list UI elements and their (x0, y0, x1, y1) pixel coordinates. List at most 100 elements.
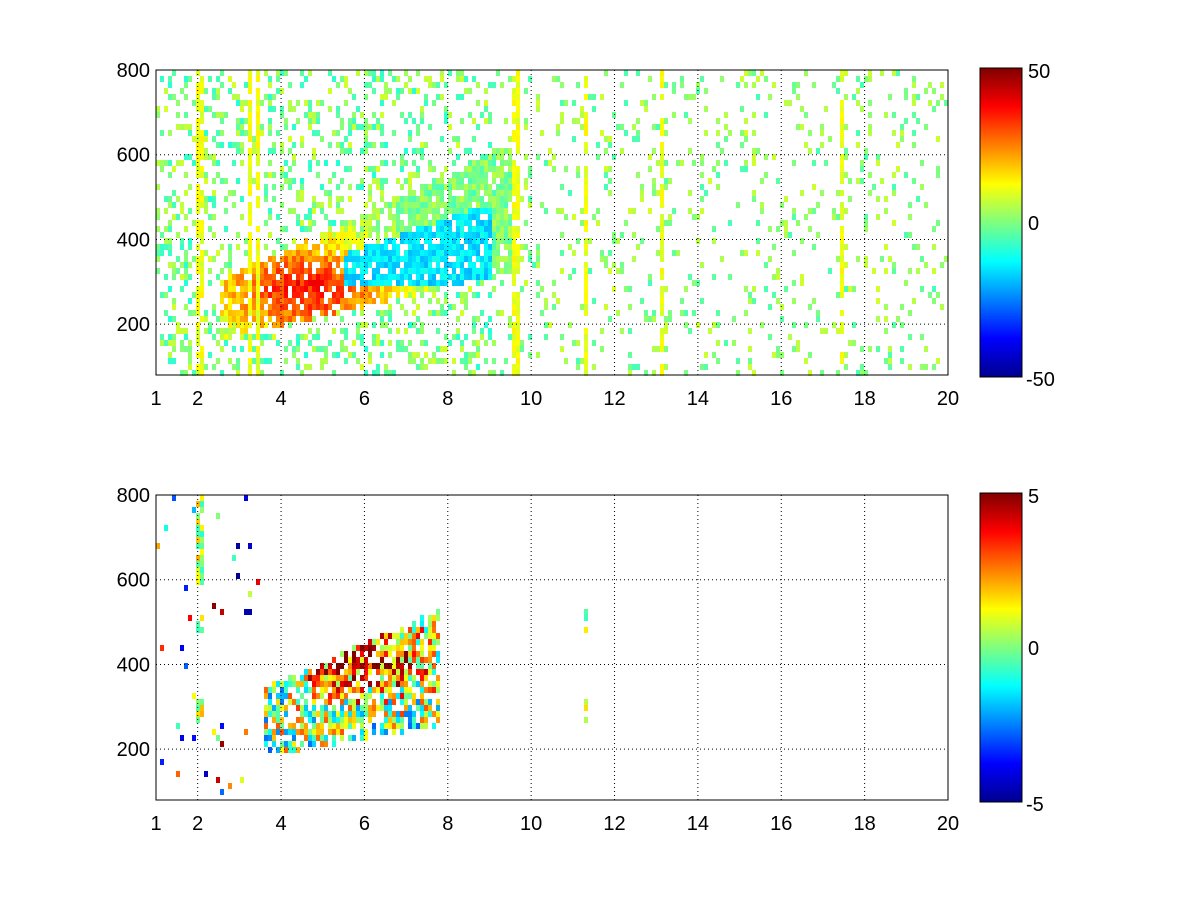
heatmap-cell (424, 352, 428, 358)
heatmap-cell (200, 130, 204, 136)
heatmap-cell (400, 202, 404, 208)
heatmap-cell (216, 76, 220, 82)
heatmap-cell (272, 298, 276, 304)
heatmap-cell (792, 208, 796, 214)
heatmap-cell (348, 232, 352, 238)
heatmap-cell (384, 310, 388, 316)
heatmap-cell (392, 699, 396, 705)
heatmap-cell (300, 334, 304, 340)
heatmap-cell (448, 340, 452, 346)
heatmap-cell (168, 82, 172, 88)
heatmap-cell (340, 196, 344, 202)
heatmap-cell (300, 142, 304, 148)
heatmap-cell (360, 675, 364, 681)
heatmap-cell (176, 196, 180, 202)
heatmap-cell (704, 130, 708, 136)
y-tick-label: 800 (117, 60, 150, 82)
heatmap-cell (248, 340, 252, 346)
heatmap-cell (300, 681, 304, 687)
heatmap-cell (476, 202, 480, 208)
heatmap-cell (320, 741, 324, 747)
heatmap-cell (408, 340, 412, 346)
heatmap-cell (372, 274, 376, 280)
heatmap-cell (484, 154, 488, 160)
heatmap-cell (460, 70, 464, 76)
heatmap-cell (372, 645, 376, 651)
heatmap-cell (828, 268, 832, 274)
heatmap-cell (328, 298, 332, 304)
heatmap-cell (540, 202, 544, 208)
heatmap-cell (392, 214, 396, 220)
heatmap-cell (364, 166, 368, 172)
heatmap-cell (256, 286, 260, 292)
heatmap-cell (344, 699, 348, 705)
heatmap-cell (332, 244, 336, 250)
heatmap-cell (468, 196, 472, 202)
heatmap-cell (408, 292, 412, 298)
heatmap-cell (360, 651, 364, 657)
heatmap-cell (256, 358, 260, 364)
heatmap-cell (744, 160, 748, 166)
heatmap-cell (164, 274, 168, 280)
heatmap-cell (348, 148, 352, 154)
heatmap-cell (432, 178, 436, 184)
heatmap-cell (460, 310, 464, 316)
heatmap-cell (544, 322, 548, 328)
heatmap-cell (792, 160, 796, 166)
heatmap-cell (504, 208, 508, 214)
heatmap-cell (292, 675, 296, 681)
heatmap-cell (376, 268, 380, 274)
heatmap-cell (408, 274, 412, 280)
heatmap-cell (280, 184, 284, 190)
heatmap-cell (628, 208, 632, 214)
heatmap-cell (216, 250, 220, 256)
heatmap-cell (364, 280, 368, 286)
heatmap-cell (364, 214, 368, 220)
heatmap-cell (612, 154, 616, 160)
heatmap-cell (560, 208, 564, 214)
heatmap-cell (256, 238, 260, 244)
heatmap-cell (396, 717, 400, 723)
heatmap-cell (156, 250, 160, 256)
heatmap-cell (376, 262, 380, 268)
heatmap-cell (288, 256, 292, 262)
heatmap-cell (840, 172, 844, 178)
heatmap-cell (580, 304, 584, 310)
heatmap-cell (560, 268, 564, 274)
heatmap-cell (336, 232, 340, 238)
heatmap-cell (268, 76, 272, 82)
heatmap-cell (332, 76, 336, 82)
heatmap-cell (392, 226, 396, 232)
heatmap-cell (424, 705, 428, 711)
heatmap-cell (396, 645, 400, 651)
heatmap-cell (360, 310, 364, 316)
heatmap-cell (464, 304, 468, 310)
heatmap-cell (264, 190, 268, 196)
heatmap-cell (320, 274, 324, 280)
heatmap-cell (344, 298, 348, 304)
x-tick-label: 8 (442, 813, 453, 835)
heatmap-cell (276, 322, 280, 328)
heatmap-cell (428, 298, 432, 304)
heatmap-cell (696, 214, 700, 220)
heatmap-cell (472, 250, 476, 256)
heatmap-cell (184, 585, 188, 591)
heatmap-cell (276, 705, 280, 711)
heatmap-cell (396, 723, 400, 729)
heatmap-cell (444, 166, 448, 172)
heatmap-cell (496, 310, 500, 316)
heatmap-cell (480, 328, 484, 334)
heatmap-cell (428, 244, 432, 250)
heatmap-cell (412, 358, 416, 364)
heatmap-cell (336, 681, 340, 687)
heatmap-cell (800, 190, 804, 196)
heatmap-cell (496, 202, 500, 208)
heatmap-cell (288, 148, 292, 154)
heatmap-cell (388, 645, 392, 651)
heatmap-cell (212, 310, 216, 316)
heatmap-cell (656, 124, 660, 130)
heatmap-cell (196, 154, 200, 160)
heatmap-cell (372, 340, 376, 346)
heatmap-cell (308, 310, 312, 316)
heatmap-cell (376, 663, 380, 669)
